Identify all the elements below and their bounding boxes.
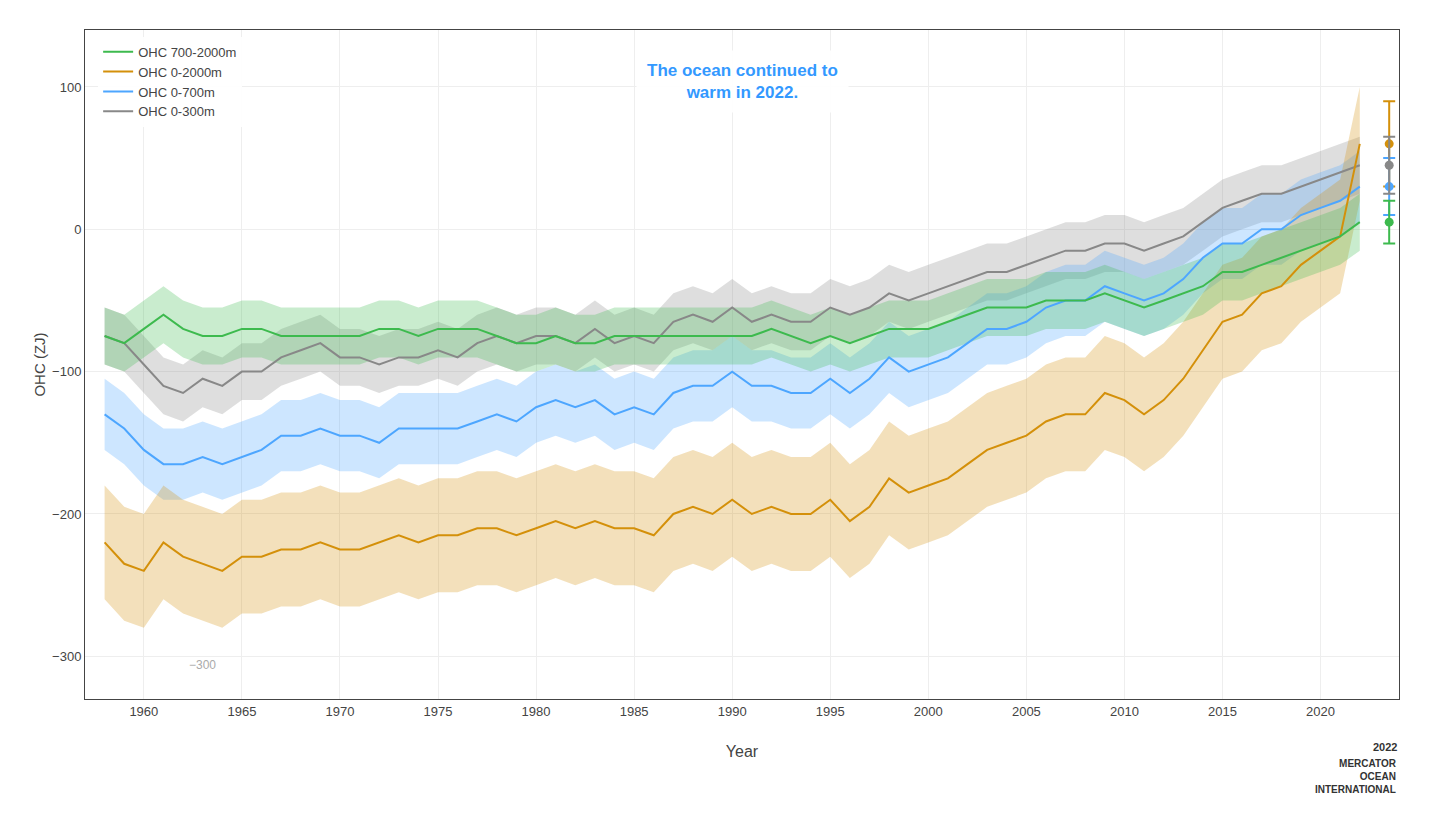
- svg-text:−300: −300: [52, 649, 81, 664]
- svg-text:1970: 1970: [325, 704, 354, 719]
- svg-text:−100: −100: [52, 364, 81, 379]
- svg-text:2005: 2005: [1012, 704, 1041, 719]
- svg-text:1975: 1975: [424, 704, 453, 719]
- svg-text:OHC 0-300m: OHC 0-300m: [138, 104, 215, 119]
- svg-text:−300: −300: [189, 658, 216, 672]
- svg-text:2015: 2015: [1208, 704, 1237, 719]
- svg-text:1960: 1960: [129, 704, 158, 719]
- svg-text:MERCATOROCEANINTERNATIONAL: MERCATOROCEANINTERNATIONAL: [1315, 758, 1397, 795]
- svg-text:OHC 0-700m: OHC 0-700m: [138, 85, 215, 100]
- svg-text:1985: 1985: [620, 704, 649, 719]
- svg-text:0: 0: [74, 222, 81, 237]
- svg-text:−200: −200: [52, 507, 81, 522]
- svg-text:1965: 1965: [227, 704, 256, 719]
- svg-text:OHC (ZJ): OHC (ZJ): [31, 332, 48, 396]
- svg-text:2022: 2022: [1373, 741, 1397, 753]
- svg-text:100: 100: [60, 79, 82, 94]
- svg-text:OHC 0-2000m: OHC 0-2000m: [138, 65, 222, 80]
- svg-text:Year: Year: [726, 743, 759, 760]
- svg-text:2000: 2000: [914, 704, 943, 719]
- svg-text:1980: 1980: [522, 704, 551, 719]
- svg-text:2010: 2010: [1110, 704, 1139, 719]
- svg-text:1995: 1995: [816, 704, 845, 719]
- svg-text:The ocean continued towarm in: The ocean continued towarm in 2022.: [647, 61, 838, 102]
- svg-text:2020: 2020: [1306, 704, 1335, 719]
- svg-text:1990: 1990: [718, 704, 747, 719]
- svg-text:OHC 700-2000m: OHC 700-2000m: [138, 45, 236, 60]
